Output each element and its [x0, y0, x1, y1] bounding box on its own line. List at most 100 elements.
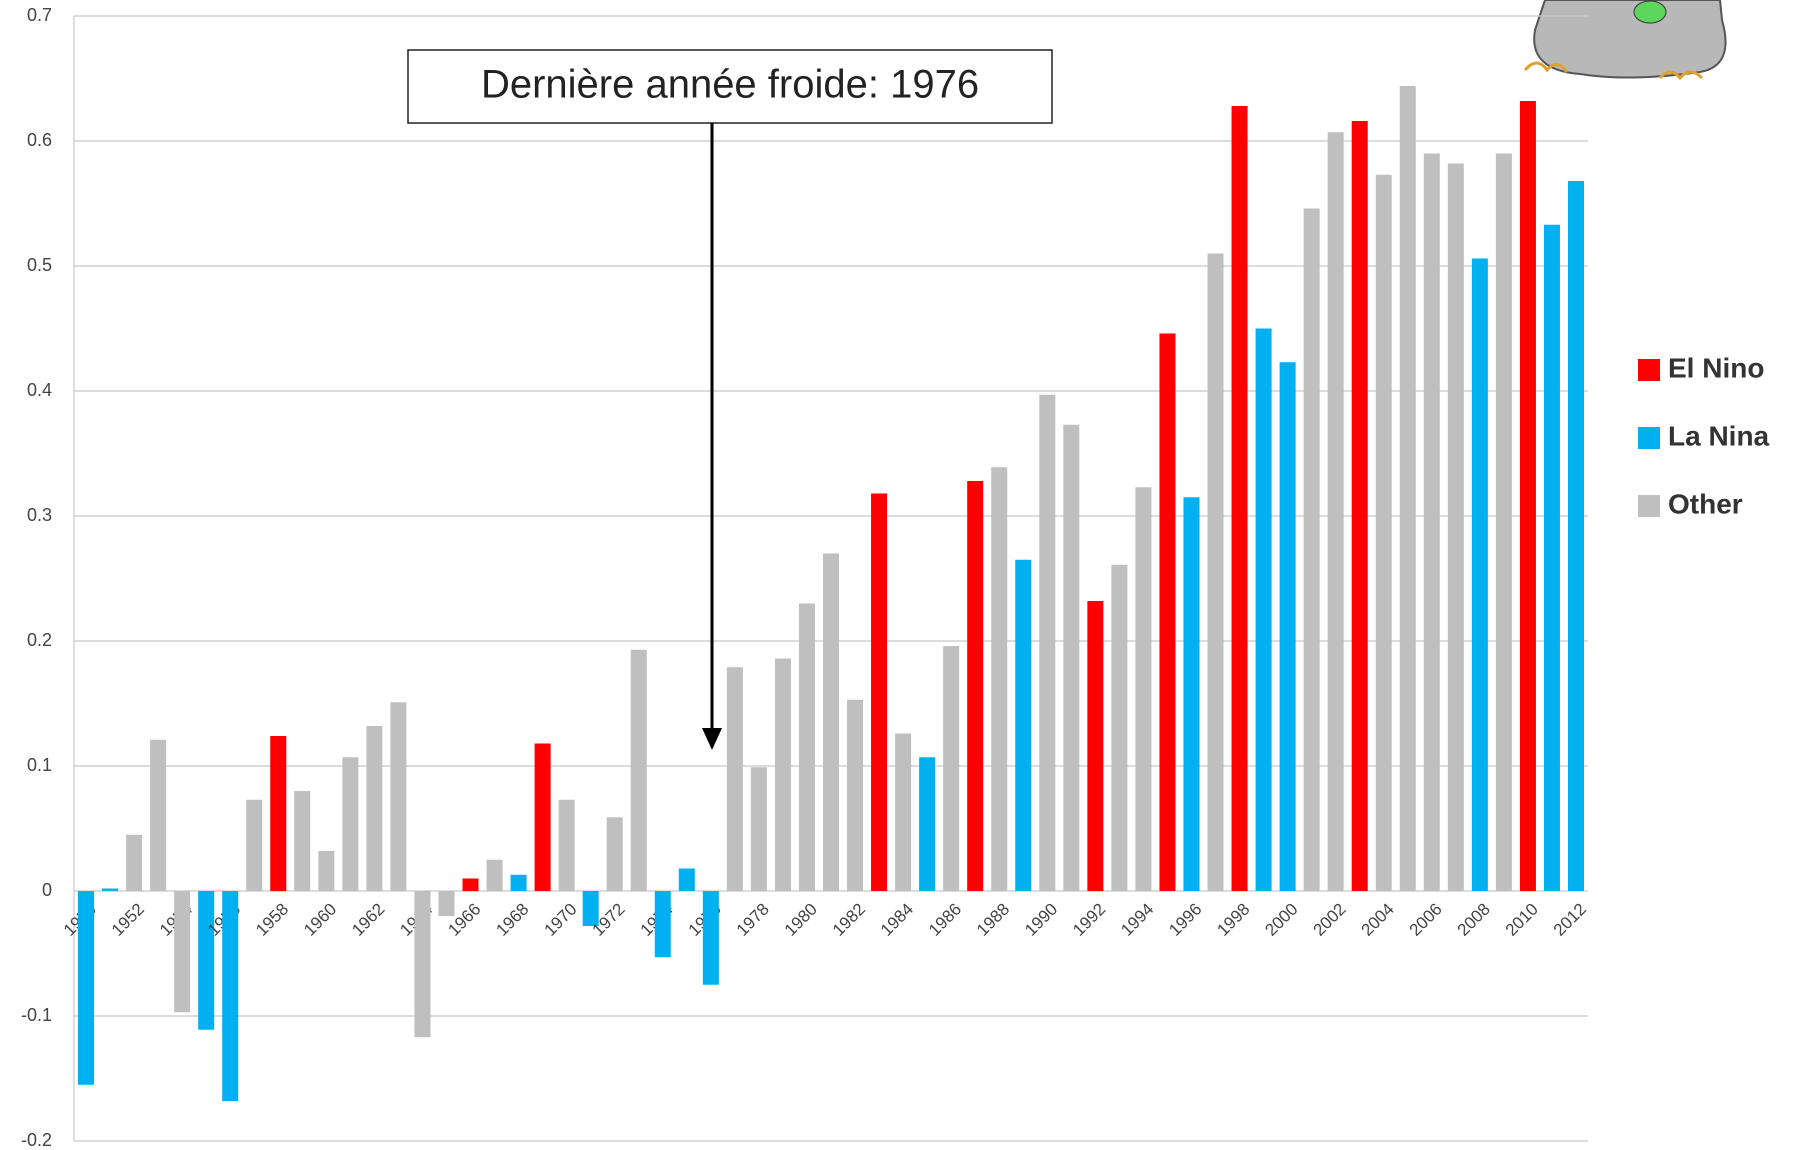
bar: [1352, 121, 1368, 891]
bar: [991, 467, 1007, 891]
bar: [1304, 209, 1320, 892]
bar: [847, 700, 863, 891]
bar: [1135, 487, 1151, 891]
plot: -0.2-0.100.10.20.30.40.50.60.71950195219…: [21, 5, 1770, 1150]
bar: [366, 726, 382, 891]
x-tick-label: 2000: [1261, 900, 1301, 940]
bar: [751, 767, 767, 891]
bar: [1015, 560, 1031, 891]
x-tick-label: 1984: [877, 900, 917, 940]
x-tick-label: 2012: [1550, 900, 1590, 940]
bar: [967, 481, 983, 891]
bar: [150, 740, 166, 891]
bar: [703, 891, 719, 985]
bar: [487, 860, 503, 891]
bar: [1376, 175, 1392, 891]
bar: [1087, 601, 1103, 891]
cartoon-detail: [1634, 1, 1666, 23]
x-tick-label: 1952: [108, 900, 148, 940]
y-tick-label: 0.7: [27, 5, 52, 25]
bar: [463, 879, 479, 892]
page: {"chart_data": {"type": "bar", "annotati…: [0, 0, 1794, 1150]
x-tick-label: 1996: [1165, 900, 1205, 940]
x-tick-label: 2010: [1502, 900, 1542, 940]
x-tick-label: 1990: [1021, 900, 1061, 940]
bar: [607, 817, 623, 891]
bar: [102, 889, 118, 892]
legend-swatch: [1638, 495, 1660, 517]
x-tick-label: 1980: [781, 900, 821, 940]
x-tick-label: 1994: [1117, 900, 1157, 940]
annotation: Dernière année froide: 1976: [481, 63, 979, 107]
x-tick-label: 1992: [1069, 900, 1109, 940]
y-tick-label: -0.1: [21, 1005, 52, 1025]
x-tick-label: 1962: [348, 900, 388, 940]
x-tick-label: 2006: [1406, 900, 1446, 940]
legend-swatch: [1638, 427, 1660, 449]
y-tick-label: 0.2: [27, 630, 52, 650]
bar: [1039, 395, 1055, 891]
y-tick-label: 0.1: [27, 755, 52, 775]
x-tick-label: 1986: [925, 900, 965, 940]
y-tick-label: 0: [42, 880, 52, 900]
bar: [438, 891, 454, 916]
bar: [1496, 154, 1512, 892]
bar: [1448, 164, 1464, 892]
bar: [919, 757, 935, 891]
bar: [511, 875, 527, 891]
legend-label: El Nino: [1668, 352, 1764, 383]
legend-label: La Nina: [1668, 420, 1770, 451]
bar: [895, 734, 911, 892]
bar: [246, 800, 262, 891]
bar: [342, 757, 358, 891]
bar: [871, 494, 887, 892]
chart: -0.2-0.100.10.20.30.40.50.60.71950195219…: [0, 0, 1794, 1150]
bar: [126, 835, 142, 891]
bar: [1520, 101, 1536, 891]
bar: [679, 869, 695, 892]
bar: [1208, 254, 1224, 892]
bar: [799, 604, 815, 892]
y-tick-label: -0.2: [21, 1130, 52, 1150]
x-tick-label: 2008: [1454, 900, 1494, 940]
bar: [1063, 425, 1079, 891]
legend-swatch: [1638, 359, 1660, 381]
y-tick-label: 0.6: [27, 130, 52, 150]
x-tick-label: 1968: [492, 900, 532, 940]
bar: [1568, 181, 1584, 891]
bar: [1256, 329, 1272, 892]
bar: [1183, 497, 1199, 891]
x-tick-label: 1960: [300, 900, 340, 940]
bar: [1232, 106, 1248, 891]
bar: [631, 650, 647, 891]
x-tick-label: 1988: [973, 900, 1013, 940]
bar: [655, 891, 671, 957]
bar: [1424, 154, 1440, 892]
bar: [294, 791, 310, 891]
bar: [1400, 86, 1416, 891]
bar: [270, 736, 286, 891]
bar: [78, 891, 94, 1085]
x-tick-label: 2002: [1309, 900, 1349, 940]
bar: [1111, 565, 1127, 891]
bar: [1280, 362, 1296, 891]
y-tick-label: 0.3: [27, 505, 52, 525]
bar: [414, 891, 430, 1037]
bar: [559, 800, 575, 891]
bar: [1159, 334, 1175, 892]
x-tick-label: 1978: [733, 900, 773, 940]
bar: [1544, 225, 1560, 891]
bar: [318, 851, 334, 891]
x-tick-label: 1982: [829, 900, 869, 940]
y-tick-label: 0.4: [27, 380, 52, 400]
bar: [943, 646, 959, 891]
legend-label: Other: [1668, 488, 1743, 519]
bar: [1328, 132, 1344, 891]
bar: [775, 659, 791, 892]
bar: [823, 554, 839, 892]
x-tick-label: 2004: [1358, 900, 1398, 940]
bar: [535, 744, 551, 892]
annotation-arrowhead: [702, 728, 722, 750]
bar: [198, 891, 214, 1030]
x-tick-label: 1998: [1213, 900, 1253, 940]
